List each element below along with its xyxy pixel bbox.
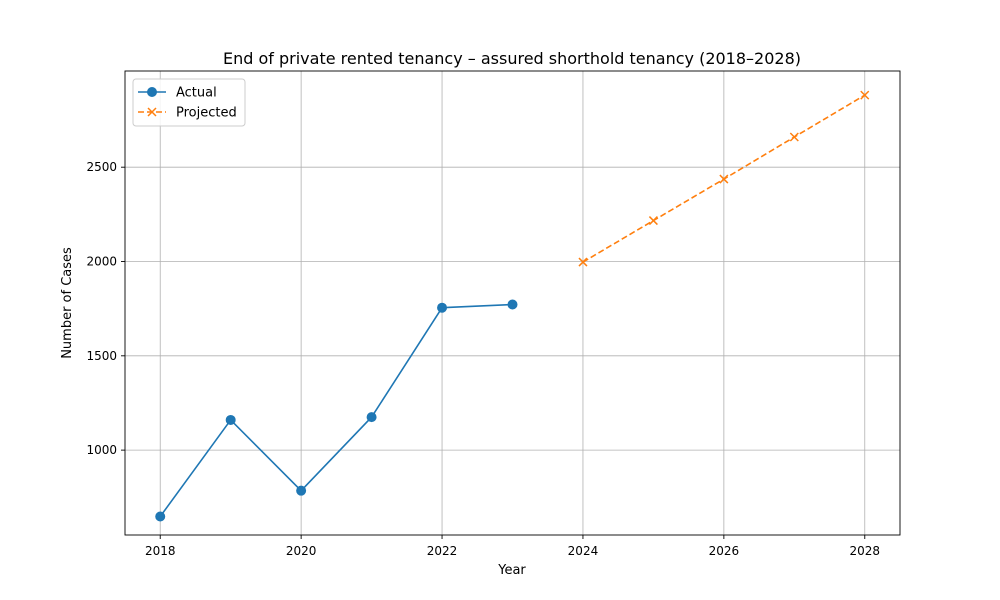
legend-box — [132, 78, 246, 127]
y-tick-label: 1500 — [86, 349, 117, 363]
y-tick-label: 1000 — [86, 443, 117, 457]
data-point-projected — [719, 174, 729, 184]
series-line-actual — [159, 303, 513, 517]
legend-marker-actual — [147, 87, 157, 97]
legend-label-actual: Actual — [176, 86, 217, 101]
data-point-actual — [155, 511, 166, 522]
y-tick-label: 2500 — [86, 160, 117, 174]
data-point-projected — [860, 90, 870, 100]
data-point-actual — [507, 299, 518, 310]
data-point-actual — [437, 302, 448, 313]
series-actual — [155, 299, 518, 522]
x-tick-label: 2024 — [568, 544, 599, 558]
axis-ticks: 2018 2020 2022 2024 2026 2028 1000 1500 2000 2500 — [86, 160, 880, 558]
data-point-projected — [648, 216, 658, 226]
data-point-projected — [578, 257, 588, 267]
data-point-actual — [225, 414, 236, 425]
series-layer — [155, 90, 870, 522]
series-projected — [578, 90, 870, 267]
x-tick-label: 2022 — [427, 544, 458, 558]
x-tick-label: 2018 — [145, 544, 176, 558]
chart-title: End of private rented tenancy – assured … — [223, 49, 801, 68]
x-axis-label: Year — [497, 563, 526, 578]
y-axis-label: Number of Cases — [60, 247, 75, 359]
legend-item-actual: Actual — [138, 86, 217, 101]
plot-frame — [124, 70, 901, 536]
y-tick-label: 2000 — [86, 255, 117, 269]
data-point-actual — [366, 412, 377, 423]
grid — [125, 71, 900, 535]
data-point-actual — [296, 485, 307, 496]
legend-label-projected: Projected — [176, 106, 237, 121]
x-tick-label: 2020 — [286, 544, 317, 558]
legend-item-projected: Projected — [138, 106, 237, 121]
data-point-projected — [789, 132, 799, 142]
legend-marker-projected — [147, 107, 157, 117]
x-tick-label: 2026 — [709, 544, 740, 558]
x-tick-label: 2028 — [849, 544, 880, 558]
legend: Actual Projected — [132, 78, 246, 127]
